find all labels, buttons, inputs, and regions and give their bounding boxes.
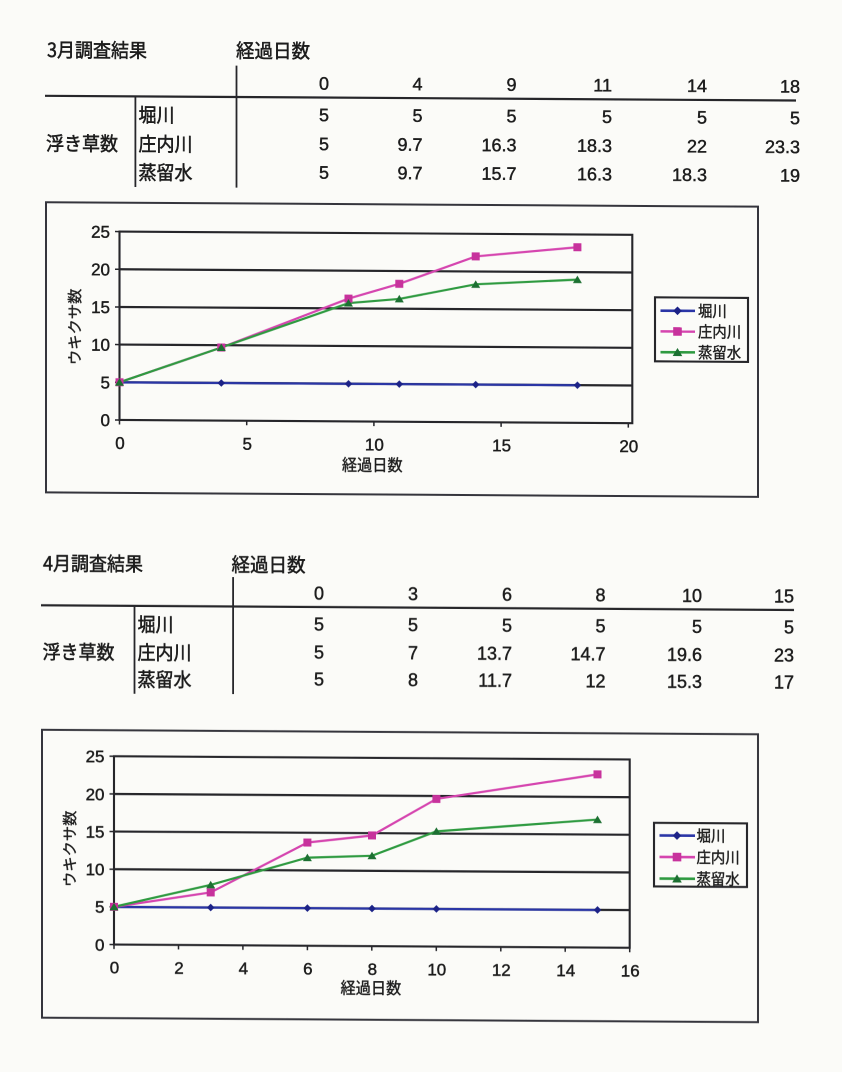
svg-text:10: 10 (86, 860, 105, 879)
svg-text:23.3: 23.3 (765, 137, 800, 157)
svg-text:18: 18 (780, 77, 800, 97)
svg-text:19.6: 19.6 (667, 645, 702, 665)
svg-text:10: 10 (91, 336, 110, 355)
svg-text:5: 5 (101, 373, 110, 392)
svg-text:5: 5 (790, 108, 800, 128)
svg-text:16: 16 (621, 962, 640, 981)
svg-text:16.3: 16.3 (577, 164, 612, 184)
svg-text:4: 4 (239, 959, 248, 978)
svg-text:11.7: 11.7 (478, 671, 512, 691)
svg-text:5: 5 (408, 615, 418, 635)
svg-text:6: 6 (502, 585, 512, 605)
svg-text:6: 6 (303, 960, 312, 979)
svg-text:10: 10 (682, 586, 702, 606)
svg-text:10: 10 (427, 960, 446, 979)
svg-text:5: 5 (692, 617, 702, 637)
svg-text:9: 9 (506, 75, 516, 95)
svg-text:19: 19 (780, 166, 800, 186)
svg-text:15.3: 15.3 (667, 672, 702, 692)
svg-text:22: 22 (687, 136, 707, 156)
svg-text:0: 0 (319, 74, 329, 94)
svg-text:10: 10 (365, 435, 384, 454)
svg-text:5: 5 (95, 898, 104, 917)
svg-text:5: 5 (319, 105, 329, 125)
svg-text:15: 15 (492, 436, 511, 455)
svg-text:25: 25 (91, 223, 110, 242)
svg-text:20: 20 (86, 785, 105, 804)
svg-text:15: 15 (91, 298, 110, 317)
svg-text:20: 20 (91, 260, 110, 279)
svg-text:14.7: 14.7 (570, 644, 605, 664)
svg-text:0: 0 (110, 958, 119, 977)
svg-text:8: 8 (408, 670, 418, 690)
svg-text:14: 14 (687, 76, 707, 96)
svg-text:0: 0 (115, 434, 124, 453)
svg-text:5: 5 (319, 163, 329, 183)
svg-text:5: 5 (412, 106, 422, 126)
svg-text:3: 3 (408, 584, 418, 604)
svg-text:5: 5 (784, 618, 794, 638)
svg-text:25: 25 (86, 747, 105, 766)
svg-text:5: 5 (314, 670, 324, 690)
svg-text:5: 5 (595, 616, 605, 636)
svg-text:8: 8 (595, 585, 605, 605)
svg-text:11: 11 (593, 75, 612, 95)
svg-text:18.3: 18.3 (672, 165, 707, 185)
svg-text:5: 5 (506, 106, 516, 126)
svg-text:4: 4 (412, 74, 422, 94)
svg-text:2: 2 (174, 959, 183, 978)
svg-text:18.3: 18.3 (577, 136, 612, 156)
svg-text:0: 0 (95, 936, 104, 955)
svg-text:14: 14 (556, 961, 575, 980)
svg-text:16.3: 16.3 (481, 135, 516, 155)
svg-text:7: 7 (408, 643, 418, 663)
svg-text:17: 17 (774, 672, 794, 692)
svg-text:5: 5 (314, 643, 324, 663)
svg-text:15.7: 15.7 (481, 164, 516, 184)
svg-text:0: 0 (101, 411, 110, 430)
svg-text:5: 5 (602, 107, 612, 127)
svg-text:12: 12 (585, 671, 605, 691)
svg-text:5: 5 (319, 134, 329, 154)
svg-text:20: 20 (619, 437, 638, 456)
svg-text:5: 5 (314, 615, 324, 635)
svg-text:5: 5 (697, 107, 707, 127)
svg-text:23: 23 (774, 645, 794, 665)
svg-text:9.7: 9.7 (397, 163, 422, 183)
svg-text:8: 8 (368, 960, 377, 979)
svg-text:15: 15 (774, 586, 794, 606)
svg-text:12: 12 (492, 961, 511, 980)
svg-text:5: 5 (242, 435, 251, 454)
svg-text:5: 5 (502, 616, 512, 636)
svg-text:13.7: 13.7 (477, 644, 512, 664)
svg-text:0: 0 (314, 584, 324, 604)
svg-text:9.7: 9.7 (397, 135, 422, 155)
svg-text:15: 15 (86, 823, 105, 842)
